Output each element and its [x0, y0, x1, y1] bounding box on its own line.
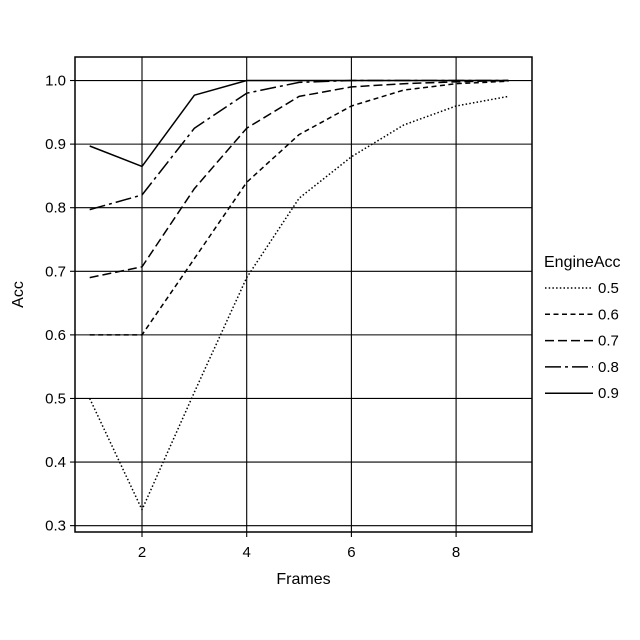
series-line-0.5 [90, 96, 509, 509]
legend: EngineAcc 0.5 0.6 0.7 0.8 0.9 [544, 254, 621, 402]
legend-label-0.6: 0.6 [598, 306, 619, 323]
x-tick-label: 6 [347, 544, 355, 561]
y-tick-label: 0.4 [45, 454, 66, 471]
series-line-0.9 [90, 81, 509, 167]
legend-label-0.8: 0.8 [598, 359, 619, 376]
grid [75, 57, 532, 532]
y-axis-title: Acc [10, 281, 27, 308]
x-tick-label: 4 [243, 544, 251, 561]
legend-title: EngineAcc [544, 254, 621, 271]
y-tick-label: 0.6 [45, 327, 66, 344]
y-tick-label: 1.0 [45, 73, 66, 90]
plot-frame [75, 57, 532, 532]
x-tick-label: 2 [138, 544, 146, 561]
y-tick-label: 0.8 [45, 200, 66, 217]
x-axis-title: Frames [276, 571, 330, 588]
y-tick-label: 0.5 [45, 390, 66, 407]
series-lines [90, 81, 509, 510]
legend-label-0.5: 0.5 [598, 280, 619, 297]
x-axis: 2 4 6 8 [138, 532, 460, 561]
y-axis: 0.3 0.4 0.5 0.6 0.7 0.8 0.9 1.0 [45, 73, 75, 535]
y-tick-label: 0.3 [45, 518, 66, 535]
y-tick-label: 0.9 [45, 136, 66, 153]
y-tick-label: 0.7 [45, 263, 66, 280]
series-line-0.8 [90, 81, 509, 210]
legend-label-0.7: 0.7 [598, 333, 619, 350]
legend-label-0.9: 0.9 [598, 385, 619, 402]
x-tick-label: 8 [452, 544, 460, 561]
